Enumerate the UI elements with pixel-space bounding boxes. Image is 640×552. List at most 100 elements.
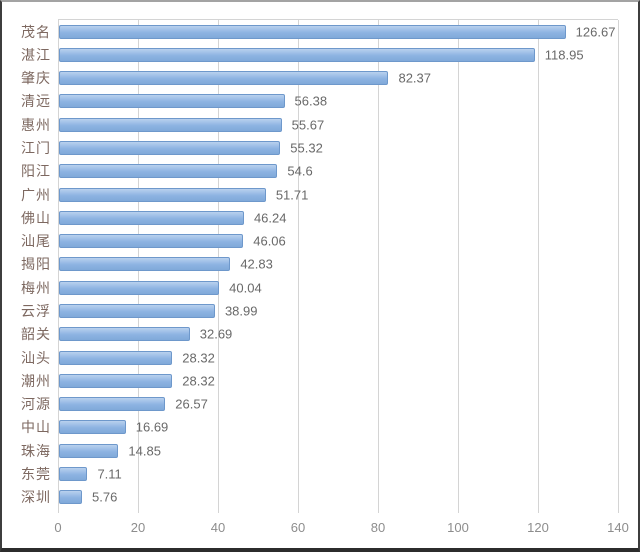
bar-row: 阳江 54.6: [21, 160, 618, 183]
gridline: [298, 20, 299, 513]
value-label: 126.67: [575, 24, 616, 40]
bar-row: 河源 26.57: [21, 393, 618, 416]
bar-row: 茂名 126.67: [21, 20, 618, 43]
bar: [59, 71, 389, 86]
category-label: 梅州: [21, 279, 51, 296]
value-label: 51.71: [275, 187, 309, 203]
category-label: 韶关: [21, 326, 51, 343]
bar: [59, 234, 244, 249]
bar-row: 韶关 32.69: [21, 323, 618, 346]
bar-row: 深圳 5.76: [21, 486, 618, 509]
value-label: 118.95: [544, 47, 584, 63]
bar-row: 中山 16.69: [21, 416, 618, 439]
gridline: [618, 20, 619, 513]
bar: [59, 257, 231, 272]
value-label: 46.24: [253, 210, 287, 226]
value-label: 54.6: [287, 163, 313, 179]
bar: [59, 210, 244, 225]
category-label: 东莞: [21, 466, 51, 483]
value-label: 5.76: [92, 489, 118, 505]
x-axis: 0 20 40 60 80 100 120 140: [54, 516, 628, 536]
value-label: 7.11: [97, 466, 122, 482]
bar-row: 汕尾 46.06: [21, 230, 618, 253]
bar: [59, 47, 535, 62]
category-label: 湛江: [21, 46, 51, 63]
bar: [59, 397, 166, 412]
category-label: 阳江: [21, 163, 51, 180]
gridline: [378, 20, 379, 513]
category-label: 河源: [21, 396, 51, 413]
value-label: 28.32: [182, 350, 215, 366]
bar-row: 清远 56.38: [21, 90, 618, 113]
bar: [59, 304, 215, 319]
x-tick-label: 20: [130, 520, 146, 535]
bar: [59, 24, 566, 39]
bar-row: 东莞 7.11: [21, 462, 618, 485]
value-label: 32.69: [199, 326, 233, 342]
bar-row: 潮州 28.32: [21, 369, 618, 392]
bar: [59, 467, 88, 482]
bar: [59, 443, 119, 458]
bar: [59, 327, 190, 342]
value-label: 28.32: [182, 373, 215, 389]
gridline: [538, 20, 539, 513]
category-label: 江门: [21, 140, 51, 157]
category-label: 汕尾: [21, 233, 51, 250]
value-label: 46.06: [253, 233, 286, 249]
value-label: 38.99: [224, 303, 258, 319]
bar-row: 梅州 40.04: [21, 276, 618, 299]
x-tick-label: 0: [54, 520, 62, 535]
bar-row: 佛山 46.24: [21, 206, 618, 229]
gridline: [58, 20, 59, 513]
bar: [59, 117, 282, 132]
category-label: 潮州: [21, 372, 51, 389]
x-tick-label: 60: [290, 520, 306, 535]
bar-row: 广州 51.71: [21, 183, 618, 206]
value-label: 14.85: [128, 443, 161, 459]
x-tick-label: 120: [527, 520, 549, 535]
bar-row: 惠州 55.67: [21, 113, 618, 136]
category-label: 中山: [21, 419, 51, 436]
gridline: [458, 20, 459, 513]
bar: [59, 350, 173, 365]
category-label: 广州: [21, 186, 51, 203]
bar-row: 江门 55.32: [21, 136, 618, 159]
category-label: 惠州: [21, 116, 51, 133]
category-label: 茂名: [21, 23, 51, 40]
bar: [59, 373, 173, 388]
x-tick-label: 40: [210, 520, 226, 535]
category-label: 清远: [21, 93, 51, 110]
bar: [59, 94, 285, 109]
value-label: 55.67: [291, 117, 325, 133]
value-label: 26.57: [175, 396, 208, 412]
bar: [59, 141, 281, 156]
category-label: 揭阳: [21, 256, 51, 273]
category-label: 珠海: [21, 442, 51, 459]
category-label: 云浮: [21, 303, 51, 320]
category-label: 深圳: [21, 489, 51, 506]
bar-row: 揭阳 42.83: [21, 253, 618, 276]
category-label: 汕头: [21, 349, 51, 366]
bar-row: 湛江 118.95: [21, 43, 618, 66]
bar: [59, 420, 126, 435]
x-tick-label: 140: [607, 520, 629, 535]
bar: [59, 164, 278, 179]
value-label: 40.04: [229, 280, 262, 296]
value-label: 42.83: [240, 256, 273, 272]
bar: [59, 280, 220, 295]
value-label: 82.37: [398, 70, 432, 86]
value-label: 55.32: [290, 140, 323, 156]
category-label: 肇庆: [21, 70, 51, 87]
x-tick-label: 100: [447, 520, 469, 535]
x-tick-label: 80: [370, 520, 386, 535]
value-label: 56.38: [294, 93, 328, 109]
category-label: 佛山: [21, 209, 51, 226]
bar-row: 云浮 38.99: [21, 299, 618, 322]
plot-area: 茂名 126.67 湛江 118.95 肇庆 82.37 清远 56.38 惠州…: [21, 19, 619, 513]
bar: [59, 187, 266, 202]
value-label: 16.69: [135, 419, 169, 435]
bar-row: 肇庆 82.37: [21, 67, 618, 90]
bar-row: 汕头 28.32: [21, 346, 618, 369]
bar-row: 珠海 14.85: [21, 439, 618, 462]
